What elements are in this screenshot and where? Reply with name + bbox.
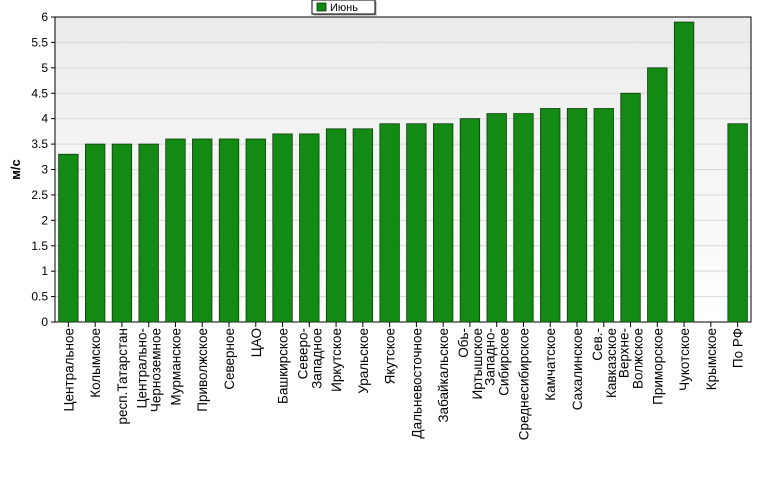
bar [593, 108, 614, 323]
x-tick-label: Дальневосточное [409, 328, 424, 439]
bar [379, 123, 400, 323]
x-tick-label: Башкирское [276, 328, 291, 404]
y-tick-label: 0 [41, 315, 48, 329]
y-tick-label: 5 [41, 61, 48, 75]
bar [272, 133, 293, 323]
bar [85, 143, 106, 323]
bar [111, 143, 133, 323]
x-tick-label: Якутское [383, 328, 398, 384]
bar [325, 128, 347, 323]
x-tick-label: Сев.-Кавказское [590, 328, 619, 398]
x-tick-label: Колымское [88, 328, 103, 398]
x-tick-label: Северо-Западное [295, 328, 324, 389]
y-tick-label: 4 [41, 112, 48, 126]
x-tick-label: Уральское [356, 328, 371, 394]
x-tick-label: Приволжское [195, 328, 210, 412]
x-tick-label: Обь-Иртышское [456, 328, 485, 399]
y-tick-label: 0.5 [31, 290, 48, 304]
bar [192, 138, 213, 323]
legend-swatch [316, 2, 327, 12]
y-tick-label: 2.5 [31, 188, 48, 202]
y-tick-label: 3 [41, 163, 48, 177]
legend-label: Июнь [330, 2, 358, 14]
bar [620, 92, 641, 323]
x-tick-label: Центральное [61, 328, 76, 412]
x-tick-label: Северное [222, 328, 237, 390]
x-tick-label: Верхне-Волжское [617, 328, 646, 389]
y-tick-label: 4.5 [31, 86, 48, 100]
x-tick-label: Иркутское [329, 328, 344, 392]
bar [352, 128, 373, 323]
x-tick-label: По РФ [731, 328, 746, 368]
bar [245, 138, 266, 323]
x-tick-label: Камчатское [543, 328, 558, 401]
bar [540, 108, 561, 323]
y-tick-label: 2 [41, 213, 48, 227]
bar [58, 153, 79, 323]
x-tick-label: Крымское [704, 328, 719, 390]
plot-border [54, 16, 752, 323]
x-tick-label: респ.Татарстан [115, 328, 130, 424]
x-tick-label: Забайкальское [436, 328, 451, 423]
bar [218, 138, 240, 323]
x-tick-label: Среднесибирское [516, 328, 531, 440]
y-tick-label: 3.5 [31, 137, 48, 151]
x-tick-label: Мурманское [168, 328, 183, 406]
x-tick-label: ЦАО [249, 328, 264, 357]
x-tick-label: Сахалинское [570, 328, 585, 410]
bar [165, 138, 186, 323]
bar [647, 67, 668, 323]
x-tick-label: Западно-Сибирское [483, 328, 512, 396]
bar [673, 21, 695, 323]
x-tick-label: Центрально-Черноземное [135, 328, 164, 412]
x-tick-label: Приморское [650, 328, 665, 405]
bar [566, 108, 588, 323]
y-axis-title: м/с [8, 159, 23, 179]
bar [299, 133, 320, 323]
y-tick-label: 1.5 [31, 239, 48, 253]
bar [459, 118, 481, 323]
y-tick-label: 6 [41, 10, 48, 24]
bar [727, 123, 748, 323]
bar [513, 113, 534, 323]
legend-box [311, 0, 376, 15]
x-tick-label: Чукотское [677, 328, 692, 391]
bar [138, 143, 159, 323]
y-tick-label: 1 [41, 264, 48, 278]
bar [433, 123, 454, 323]
y-tick-label: 5.5 [31, 35, 48, 49]
bar [406, 123, 427, 323]
bar [486, 113, 507, 323]
